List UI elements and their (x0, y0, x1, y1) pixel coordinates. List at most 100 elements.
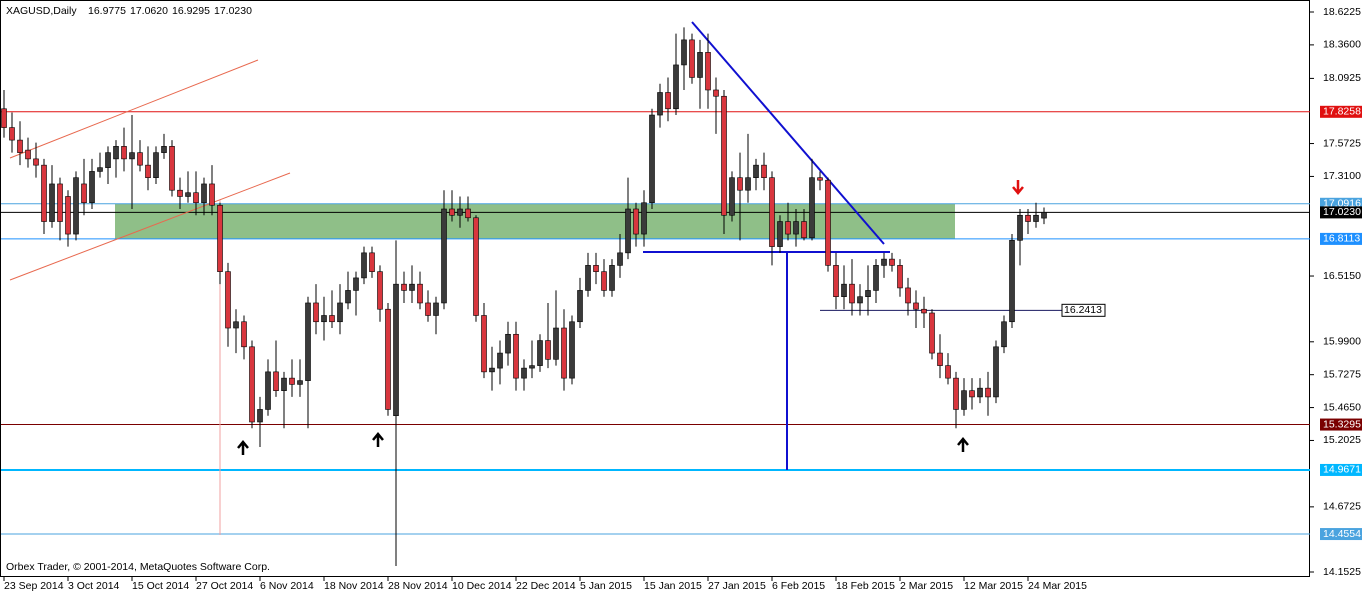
bull-body (281, 377, 287, 391)
bear-body (713, 89, 719, 97)
bull-body (681, 39, 687, 66)
bear-body (449, 208, 455, 216)
bull-body (441, 208, 447, 304)
bear-body (121, 146, 127, 160)
bull-body (577, 290, 583, 323)
level-tag (1320, 418, 1362, 431)
bull-body (297, 380, 303, 385)
bear-body (905, 287, 911, 304)
drawings (9, 21, 890, 535)
bull-body (185, 192, 191, 197)
bear-body (897, 265, 903, 289)
bear-body (425, 302, 431, 316)
x-tick-label: 27 Oct 2014 (196, 580, 253, 592)
level-label: 15.3295 (1323, 418, 1361, 430)
bear-body (377, 271, 383, 310)
level-tag (1320, 206, 1362, 219)
bear-body (1, 108, 7, 128)
bear-body (913, 302, 919, 310)
level-label: 17.0230 (1323, 206, 1361, 218)
bear-body (329, 315, 335, 323)
level-tag (1320, 528, 1362, 541)
footer: Orbex Trader, © 2001-2014, MetaQuotes So… (6, 561, 270, 573)
bull-body (73, 177, 79, 235)
bear-body (833, 265, 839, 297)
bull-body (649, 114, 655, 204)
header-value: 17.0230 (214, 5, 252, 17)
bull-body (1009, 240, 1015, 323)
bear-body (313, 302, 319, 323)
x-tick-label: 27 Jan 2015 (708, 580, 766, 592)
y-tick-label: 18.6225 (1323, 6, 1361, 18)
x-tick-label: 23 Sep 2014 (4, 580, 64, 592)
bull-body (265, 371, 271, 410)
bear-body (921, 308, 927, 314)
bear-body (169, 146, 175, 191)
bear-body (737, 177, 743, 191)
up-arrow (372, 432, 384, 447)
bull-body (257, 409, 263, 423)
level-tag (1320, 105, 1362, 118)
x-tick-label: 22 Dec 2014 (516, 580, 576, 592)
bull-body (961, 390, 967, 410)
bull-body (361, 252, 367, 279)
bull-body (753, 164, 759, 178)
bull-body (201, 183, 207, 204)
bull-body (457, 208, 463, 216)
bull-body (881, 258, 887, 266)
x-tick-label: 12 Mar 2015 (964, 580, 1023, 592)
bear-body (33, 158, 39, 166)
y-tick-label: 18.0925 (1323, 72, 1361, 84)
bear-body (545, 340, 551, 360)
x-tick-label: 28 Nov 2014 (388, 580, 448, 592)
bear-body (937, 352, 943, 366)
bear-body (17, 139, 23, 153)
zone (115, 203, 955, 239)
y-tick-label: 14.6725 (1323, 501, 1361, 513)
bull-body (641, 202, 647, 235)
bear-body (761, 164, 767, 178)
up-arrow (237, 440, 249, 455)
zone-layer (115, 203, 955, 239)
bear-body (9, 127, 15, 141)
y-tick-label: 18.3600 (1323, 39, 1361, 51)
bull-body (809, 177, 815, 239)
price-box (1061, 303, 1106, 317)
channel-line (9, 172, 291, 281)
bull-body (1001, 321, 1007, 348)
bull-body (233, 321, 239, 329)
bull-body (489, 367, 495, 373)
bear-body (225, 271, 231, 329)
bear-body (849, 283, 855, 304)
bull-body (625, 208, 631, 254)
bull-body (433, 302, 439, 316)
bull-body (777, 221, 783, 247)
x-tick-label: 5 Jan 2015 (580, 580, 632, 592)
bear-body (177, 189, 183, 197)
bull-body (697, 52, 703, 78)
bull-body (321, 315, 327, 323)
bear-body (721, 95, 727, 216)
bear-body (249, 346, 255, 423)
header-value: 16.9295 (172, 5, 210, 17)
bear-body (593, 265, 599, 272)
bull-body (113, 146, 119, 160)
bear-body (57, 183, 63, 222)
bull-body (1041, 212, 1047, 219)
bull-body (865, 290, 871, 297)
y-tick-label: 15.2025 (1323, 434, 1361, 446)
bull-body (105, 152, 111, 168)
bear-body (1025, 214, 1031, 222)
channel-line (9, 59, 259, 159)
bull-body (745, 177, 751, 191)
x-tick-label: 10 Dec 2014 (452, 580, 512, 592)
bear-body (41, 164, 47, 222)
y-tick-label: 15.7275 (1323, 368, 1361, 380)
bear-body (953, 377, 959, 410)
bull-body (873, 265, 879, 291)
bear-body (473, 217, 479, 316)
x-tick-label: 3 Oct 2014 (68, 580, 120, 592)
chart-title: XAGUSD,Daily (6, 5, 77, 17)
bull-body (153, 152, 159, 178)
